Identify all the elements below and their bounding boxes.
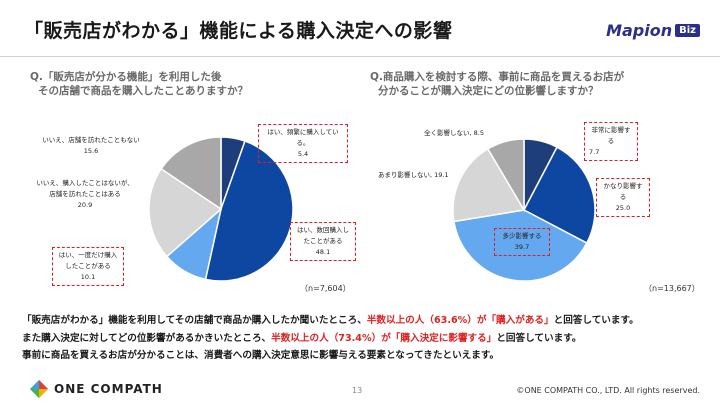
pie1-sample-size: （n=7,604）	[300, 284, 351, 293]
pie1-label-never-text: いいえ、店舗を訪れたこともない	[42, 136, 140, 144]
pie2-label-none-value: 8.5	[473, 129, 484, 137]
pie2-label-some-text: 多少影響する	[502, 232, 542, 240]
question-2-line2: 分かることが購入決定にどの位影響しますか？	[378, 85, 599, 97]
logo-main-text: Mapion	[606, 20, 673, 40]
header-divider	[0, 56, 720, 57]
summary-line-1-highlight: 半数以上の人（63.6%）が「購入がある」	[366, 315, 554, 326]
pie2-label-quite-text: かなり影響する	[603, 182, 643, 201]
mapion-biz-logo: Mapion Biz	[606, 20, 700, 40]
pie2-label-none: 全く影響しない, 8.5	[424, 128, 514, 139]
pie2-sample-size: （n=13,667）	[644, 284, 700, 293]
pie2-label-little: あまり影響しない, 19.1	[378, 170, 478, 181]
pie2-label-very-text: 非常に影響する	[591, 126, 631, 145]
pie-chart-1	[148, 136, 294, 282]
pie2-label-little-sep: ,	[430, 171, 435, 179]
question-1-line1: Q.「販売店が分かる機能」を利用した後	[30, 71, 222, 83]
pie2-label-very: 非常に影響する 7.7	[584, 122, 638, 161]
pie2-label-some: 多少影響する 39.7	[494, 228, 550, 256]
pie1-label-frequent-value: 5.4	[297, 150, 309, 158]
pie1-label-several-value: 48.1	[315, 248, 331, 256]
pie2-label-very-value: 7.7	[589, 148, 600, 156]
pie1-label-never-value: 15.6	[83, 147, 99, 155]
footer-brand: ONE COMPATH	[54, 382, 163, 396]
pie1-label-visited: いいえ、購入したことはないが、店舗を訪れたことはある 20.9	[36, 178, 134, 211]
pie2-label-none-sep: ,	[469, 129, 474, 137]
question-1: Q.「販売店が分かる機能」を利用した後 その店舗で商品を購入したことありますか？	[30, 70, 330, 98]
summary-line-2-a: また購入決定に対してどの位影響があるかきいたところ、	[22, 332, 272, 344]
summary-text: 「販売店がわかる」機能を利用してその店舗で商品か購入したか聞いたところ、半数以上…	[22, 312, 712, 365]
summary-line-2-highlight: 半数以上の人（73.4%）が「購入決定に影響する」	[271, 332, 497, 344]
question-2-line1: Q.商品購入を検討する際、事前に商品を買えるお店が	[370, 71, 625, 83]
pie1-slice-3	[148, 167, 223, 258]
page-title: 「販売店がわかる」機能による購入決定への影響	[24, 20, 453, 42]
page-number: 13	[352, 386, 363, 395]
pie1-label-once: はい、一度だけ購入したことがある 10.1	[52, 247, 124, 286]
summary-line-1-a: 「販売店がわかる」機能を利用してその店舗で商品か購入したか聞いたところ、	[22, 315, 367, 326]
pie2-label-little-value: 19.1	[434, 171, 449, 179]
summary-line-1: 「販売店がわかる」機能を利用してその店舗で商品か購入したか聞いたところ、半数以上…	[22, 312, 712, 330]
pie1-label-frequent-text: はい、頻繁に購入している。	[267, 128, 339, 147]
pie-chart-2	[452, 138, 596, 282]
one-compath-mark-icon	[30, 380, 48, 398]
one-compath-logo: ONE COMPATH	[30, 380, 163, 398]
pie1-label-once-text: はい、一度だけ購入したことがある	[58, 251, 118, 270]
summary-line-2: また購入決定に対してどの位影響があるかきいたところ、半数以上の人（73.4%）が…	[22, 330, 712, 348]
pie2-slice-3	[452, 147, 526, 223]
question-1-line2: その店舗で商品を購入したことありますか？	[38, 85, 248, 97]
pie2-slice-2	[453, 209, 588, 282]
pie2-label-quite-value: 25.0	[615, 204, 631, 212]
summary-line-3: 事前に商品を買えるお店が分かることは、消費者への購入決定意思に影響与える要素とな…	[22, 350, 500, 361]
question-2: Q.商品購入を検討する際、事前に商品を買えるお店が 分かることが購入決定にどの位…	[370, 70, 670, 98]
pie1-label-never: いいえ、店舗を訪れたこともない 15.6	[36, 135, 146, 157]
summary-line-2-c: と回答しています。	[496, 332, 582, 344]
pie1-slice-4	[160, 136, 222, 211]
logo-biz-badge: Biz	[675, 23, 700, 37]
pie1-label-frequent: はい、頻繁に購入している。 5.4	[258, 124, 348, 163]
pie1-label-visited-text: いいえ、購入したことはないが、店舗を訪れたことはある	[36, 179, 134, 198]
pie2-label-some-value: 39.7	[514, 243, 530, 251]
copyright: ©ONE COMPATH CO., LTD. All rights reserv…	[516, 386, 700, 395]
pie2-slice-4	[486, 138, 525, 213]
pie1-label-several: はい、数回購入したことがある 48.1	[290, 222, 356, 261]
pie1-label-once-value: 10.1	[80, 273, 96, 281]
pie2-label-none-text: 全く影響しない	[424, 129, 470, 137]
pie2-label-quite: かなり影響する 25.0	[596, 178, 650, 217]
pie1-label-visited-value: 20.9	[77, 201, 93, 209]
pie2-label-little-text: あまり影響しない	[378, 171, 430, 179]
summary-line-1-c: と回答しています。	[553, 315, 639, 326]
pie1-label-several-text: はい、数回購入したことがある	[297, 226, 349, 245]
